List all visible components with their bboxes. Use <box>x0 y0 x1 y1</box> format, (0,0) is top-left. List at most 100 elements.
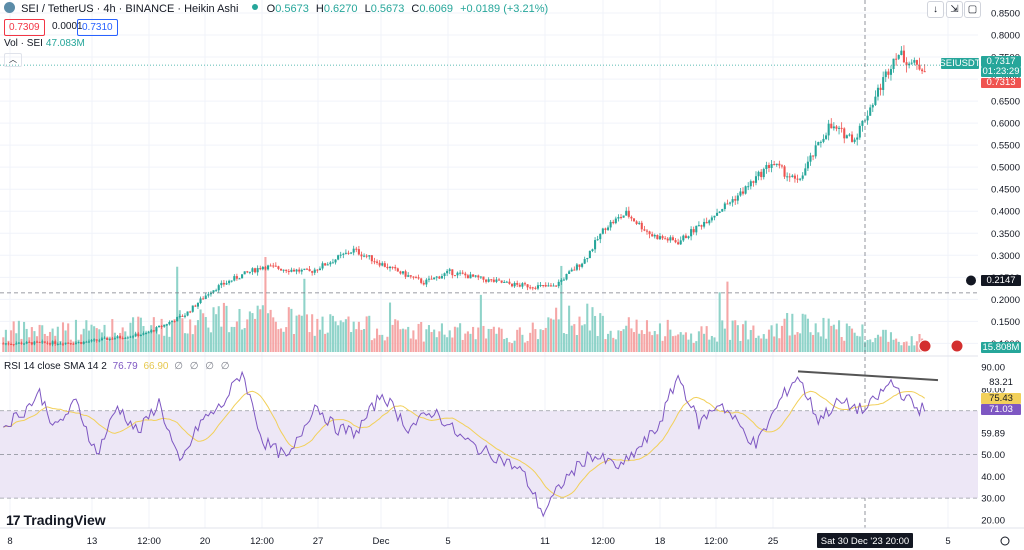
volume-bar <box>671 336 674 352</box>
candle-body <box>85 341 88 343</box>
candle-body <box>191 305 194 312</box>
volume-bar <box>674 335 677 352</box>
candle-body <box>900 50 903 55</box>
volume-bar <box>651 335 654 352</box>
candle-body <box>238 278 241 280</box>
volume-bar <box>648 331 651 352</box>
candle-body <box>427 278 430 280</box>
volume-bar <box>64 330 67 352</box>
candle-body <box>892 58 895 70</box>
candle-body <box>440 276 443 279</box>
volume-bar <box>703 333 706 352</box>
volume-bar <box>453 326 456 352</box>
candle-body <box>897 54 900 59</box>
volume-bar <box>770 325 773 352</box>
sell-price-button[interactable]: 0.7309 <box>4 19 45 36</box>
volume-bar <box>145 332 148 352</box>
volume-bar <box>168 336 171 352</box>
sei-logo-icon <box>4 2 15 13</box>
candle-body <box>716 212 719 216</box>
chart-header: SEI / TetherUS · 4h · BINANCE · Heikin A… <box>4 2 552 15</box>
candle-body <box>664 238 667 240</box>
volume-bar <box>549 318 552 352</box>
tradingview-logo[interactable]: 17 TradingView <box>6 512 106 528</box>
volume-bar <box>7 340 10 352</box>
volume-bar <box>287 307 290 352</box>
candle-body <box>503 281 506 283</box>
candle-body <box>656 235 659 240</box>
maximize-icon[interactable]: ▢ <box>964 1 981 18</box>
candle-body <box>360 254 363 257</box>
volume-bar <box>165 324 168 352</box>
volume-bar <box>150 325 153 352</box>
volume-bar <box>578 316 581 352</box>
volume-bar <box>443 334 446 352</box>
arrow-down-icon[interactable]: ↓ <box>927 1 944 18</box>
volume-legend: Vol · SEI 47.083M <box>4 38 85 49</box>
volume-bar <box>298 314 301 352</box>
volume-bar <box>199 309 202 352</box>
candle-body <box>111 338 114 340</box>
volume-bar <box>282 331 285 352</box>
collapse-pane-icon[interactable]: ⇲ <box>946 1 963 18</box>
volume-bar <box>492 326 495 352</box>
volume-bar <box>856 335 859 352</box>
volume-bar <box>677 334 680 352</box>
volume-bar <box>474 339 477 352</box>
candle-body <box>95 339 98 341</box>
time-tick-label: 27 <box>313 536 324 547</box>
volume-bar <box>189 319 192 352</box>
volume-bar <box>368 315 371 352</box>
candle-body <box>555 285 558 287</box>
volume-bar <box>664 336 667 352</box>
candle-body <box>267 265 270 270</box>
candle-body <box>100 338 103 341</box>
candle-body <box>414 277 418 279</box>
volume-bar <box>360 329 363 352</box>
candle-body <box>129 336 132 338</box>
candle-body <box>56 343 59 345</box>
rsi-pane <box>0 370 978 518</box>
volume-bar <box>72 341 75 352</box>
volume-bar <box>318 329 321 352</box>
volume-bar <box>661 340 664 352</box>
candle-body <box>163 324 166 327</box>
candle-body <box>173 321 176 323</box>
candle-body <box>391 266 394 268</box>
candle-body <box>217 285 220 291</box>
candle-body <box>718 211 721 213</box>
candle-body <box>721 209 724 212</box>
collapse-chevron-icon[interactable]: ︿ <box>4 53 22 67</box>
volume-bar <box>666 319 669 352</box>
volume-bar <box>279 328 283 352</box>
volume-value: 47.083M <box>45 38 85 49</box>
candle-body <box>736 195 739 201</box>
candle-body <box>472 274 475 277</box>
volume-bar <box>396 320 399 352</box>
volume-bar <box>459 323 462 352</box>
volume-bar <box>850 328 854 352</box>
volume-bar <box>723 328 726 352</box>
candle-body <box>222 282 225 285</box>
volume-bar <box>503 339 506 352</box>
candle-body <box>671 237 674 241</box>
volume-bar <box>305 314 309 352</box>
volume-bar <box>495 333 498 352</box>
time-tick-label: 5 <box>945 536 950 547</box>
volume-bar <box>59 340 62 352</box>
candle-body <box>373 261 376 263</box>
candle-body <box>874 96 877 105</box>
candle-body <box>596 239 599 241</box>
volume-bar <box>490 329 493 352</box>
time-tick-label: 13 <box>87 536 98 547</box>
candle-body <box>46 342 49 344</box>
candle-body <box>845 135 848 139</box>
buy-price-button[interactable]: 0.7310 <box>77 19 118 36</box>
candle-body <box>830 123 833 129</box>
symbol-title[interactable]: SEI / TetherUS · 4h · BINANCE · Heikin A… <box>21 3 239 15</box>
candle-body <box>679 240 682 245</box>
volume-bar <box>350 332 353 352</box>
candle-body <box>152 330 155 332</box>
candle-body <box>902 50 905 63</box>
